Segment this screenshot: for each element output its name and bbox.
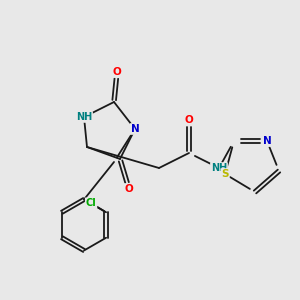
Text: O: O [184,115,194,125]
Text: Cl: Cl [86,198,97,208]
Text: N: N [262,136,272,146]
Text: S: S [221,169,229,179]
Text: NH: NH [76,112,92,122]
Text: N: N [130,124,140,134]
Text: NH: NH [211,163,227,173]
Text: O: O [112,67,122,77]
Text: O: O [124,184,134,194]
